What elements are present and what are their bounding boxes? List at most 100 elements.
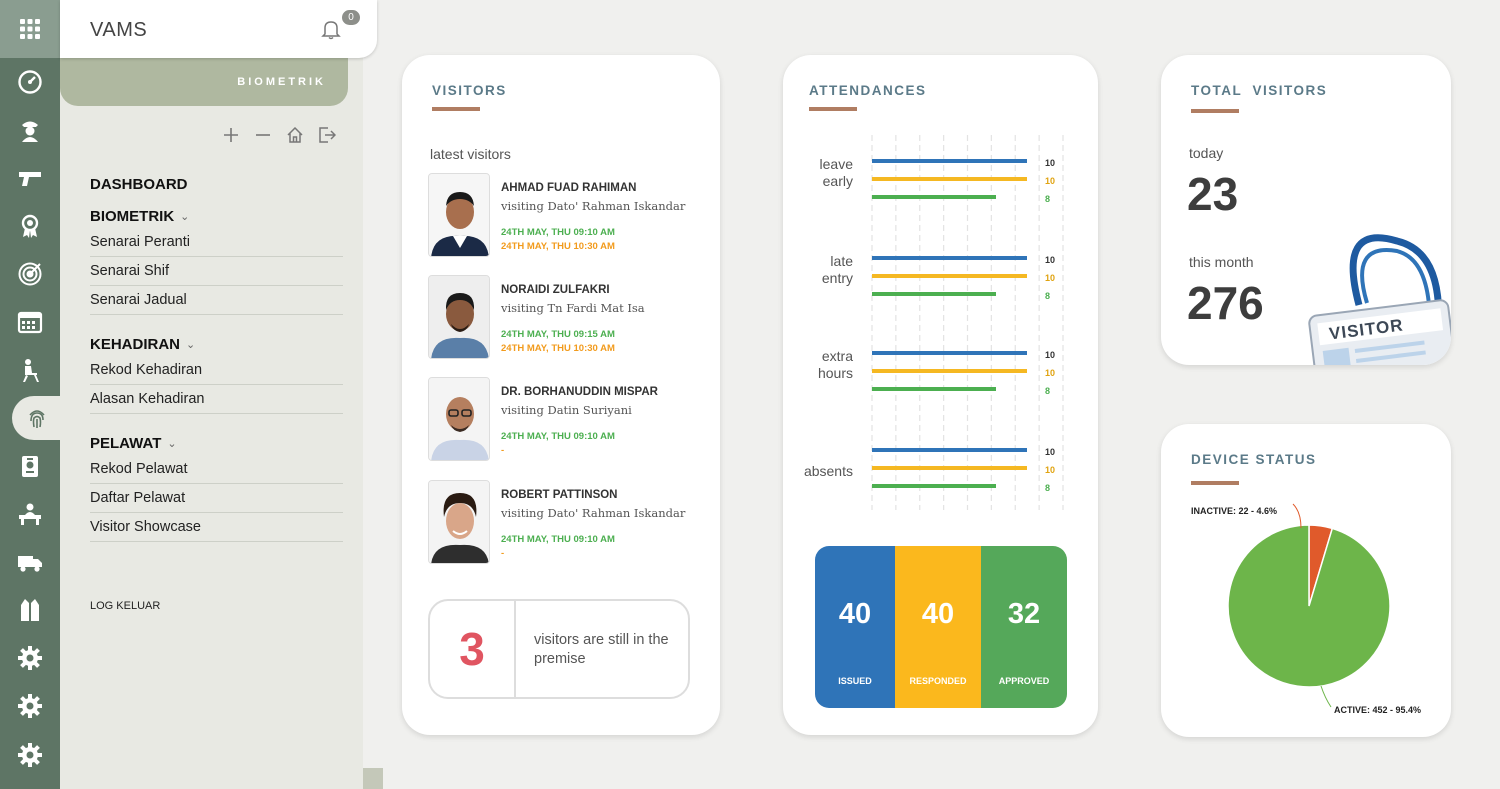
visitor-checkout-time: - (501, 445, 505, 456)
rail-fingerprint-active[interactable] (12, 396, 62, 440)
dashboard-gauge-icon (18, 70, 42, 94)
visitor-host: visiting Dato' Rahman Iskandar (501, 199, 686, 213)
chevron-down-icon: ⌄ (180, 211, 190, 223)
stat-responded[interactable]: 40 RESPONDED (895, 546, 981, 708)
home-button[interactable] (284, 124, 306, 146)
stat-value: 40 (838, 598, 872, 630)
bar-value-label: 10 (1045, 350, 1055, 360)
visitor-checkin-time: 24TH MAY, THU 09:10 AM (501, 534, 615, 545)
menu-item-daftar-pelawat[interactable]: Daftar Pelawat (90, 484, 343, 513)
bar (872, 274, 1027, 278)
total-visitors-title: TOTAL VISITORS (1191, 83, 1328, 98)
visitors-card: VISITORS latest visitors AHMAD FUAD RAHI… (402, 55, 720, 735)
rail-reception[interactable] (0, 492, 60, 536)
menu-item-rekod-kehadiran[interactable]: Rekod Kehadiran (90, 356, 343, 385)
rail-calendar[interactable] (0, 300, 60, 344)
rail-settings-2[interactable] (0, 684, 60, 728)
menu-item-alasan-kehadiran[interactable]: Alasan Kehadiran (90, 385, 343, 414)
visitors-title: VISITORS (432, 83, 507, 98)
attendances-title: ATTENDANCES (809, 83, 927, 98)
leader-line (1320, 685, 1332, 708)
logout-link[interactable]: LOG KELUAR (90, 600, 161, 612)
sign-out-icon (319, 127, 336, 143)
section-banner: BIOMETRIK (60, 58, 348, 106)
bar (872, 351, 1027, 355)
logout-button[interactable] (316, 124, 338, 146)
visitor-checkin-time: 24TH MAY, THU 09:15 AM (501, 329, 615, 340)
rail-delivery[interactable] (0, 540, 60, 584)
rail-id-badge[interactable] (0, 444, 60, 488)
rail-target[interactable] (0, 252, 60, 296)
rail-dashboard[interactable] (0, 60, 60, 104)
menu-item-senarai-peranti[interactable]: Senarai Peranti (90, 228, 343, 257)
title-underline (809, 107, 857, 111)
menu-item-visitor-showcase[interactable]: Visitor Showcase (90, 513, 343, 542)
menu-item-rekod-pelawat[interactable]: Rekod Pelawat (90, 455, 343, 484)
menu-dashboard[interactable]: DASHBOARD (90, 176, 188, 193)
plus-icon (224, 128, 238, 142)
visitor-name: DR. BORHANUDDIN MISPAR (501, 386, 658, 398)
leader-line (1292, 503, 1302, 529)
category-label: extra hours (818, 348, 853, 381)
visitor-row[interactable]: DR. BORHANUDDIN MISPAR visiting Datin Su… (428, 377, 708, 461)
visitor-row[interactable]: AHMAD FUAD RAHIMAN visiting Dato' Rahman… (428, 173, 708, 257)
bar-value-label: 10 (1045, 158, 1055, 168)
rail-settings-1[interactable] (0, 636, 60, 680)
rail-uniform[interactable] (0, 588, 60, 632)
menu-item-senarai-jadual[interactable]: Senarai Jadual (90, 286, 343, 315)
visitor-row[interactable]: ROBERT PATTINSON visiting Dato' Rahman I… (428, 480, 708, 564)
bar (872, 369, 1027, 373)
visitor-host: visiting Tn Fardi Mat Isa (501, 301, 645, 315)
fingerprint-icon (29, 410, 45, 428)
calendar-icon (17, 311, 43, 334)
apps-menu-button[interactable] (0, 0, 60, 58)
stat-label: ISSUED (838, 676, 872, 686)
visitor-row[interactable]: NORAIDI ZULFAKRI visiting Tn Fardi Mat I… (428, 275, 708, 359)
stat-approved[interactable]: 32 APPROVED (981, 546, 1067, 708)
stat-label: RESPONDED (909, 676, 967, 686)
bell-icon[interactable] (320, 18, 342, 40)
visitor-host: visiting Dato' Rahman Iskandar (501, 506, 686, 520)
id-badge-icon (22, 456, 38, 477)
rail-weapons[interactable] (0, 156, 60, 200)
gear-icon (18, 694, 42, 718)
pie-slice[interactable] (1227, 524, 1391, 688)
rail-desk-chair[interactable] (0, 348, 60, 392)
gear-icon (18, 646, 42, 670)
stat-issued[interactable]: 40 ISSUED (815, 546, 895, 708)
scrollbar-thumb[interactable] (363, 768, 383, 789)
device-status-title: DEVICE STATUS (1191, 452, 1317, 467)
visitor-photo (428, 275, 490, 359)
gun-icon (19, 172, 41, 186)
bar (872, 466, 1027, 470)
attendance-summary: 40 ISSUED 40 RESPONDED 32 APPROVED (815, 546, 1067, 708)
vest-icon (21, 599, 39, 621)
visitor-badge-illustration: VISITOR (1307, 233, 1451, 365)
collapse-all-button[interactable] (252, 124, 274, 146)
device-status-card: DEVICE STATUS INACTIVE: 22 - 4.6% ACTIVE:… (1161, 424, 1451, 737)
in-premise-text: visitors are still in the premise (534, 632, 669, 667)
rail-settings-3[interactable] (0, 733, 60, 777)
menu-group-pelawat[interactable]: PELAWAT ⌄ (90, 435, 177, 452)
attendances-card: ATTENDANCES leave early 10 10 8 late entry 10 10… (783, 55, 1098, 735)
bar (872, 387, 996, 391)
bar (872, 159, 1027, 163)
menu-group-kehadiran[interactable]: KEHADIRAN ⌄ (90, 336, 195, 353)
title-underline (1191, 481, 1239, 485)
title-underline (1191, 109, 1239, 113)
rail-guard[interactable] (0, 108, 60, 152)
device-status-pie-chart: INACTIVE: 22 - 4.6% ACTIVE: 452 - 95.4% (1191, 503, 1421, 715)
menu-group-biometrik[interactable]: BIOMETRIK ⌄ (90, 208, 189, 225)
bar (872, 256, 1027, 260)
panel-toolbar (220, 124, 338, 146)
visitor-name: NORAIDI ZULFAKRI (501, 284, 610, 296)
home-icon (287, 126, 303, 143)
category-label: absents (804, 463, 853, 479)
menu-item-senarai-shif[interactable]: Senarai Shif (90, 257, 343, 286)
expand-all-button[interactable] (220, 124, 242, 146)
title-underline (432, 107, 480, 111)
bar (872, 195, 996, 199)
rail-award[interactable] (0, 204, 60, 248)
bar-value-label: 8 (1045, 483, 1050, 493)
target-icon (18, 262, 42, 286)
